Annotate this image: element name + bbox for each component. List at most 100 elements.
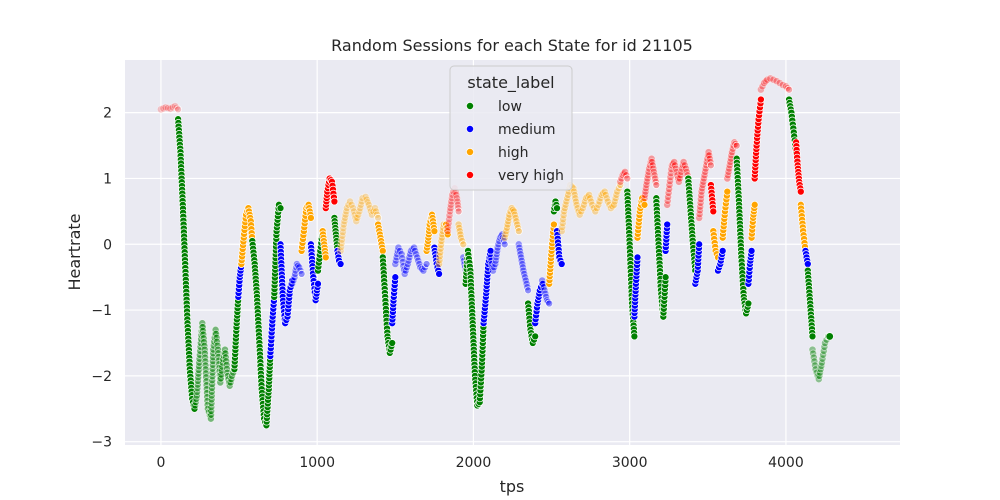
series-medium — [486, 230, 509, 275]
legend-marker — [466, 125, 474, 133]
data-point — [436, 244, 445, 253]
series-medium — [307, 240, 322, 305]
series-very-high — [616, 168, 632, 186]
series-high — [557, 181, 625, 235]
series-low — [623, 187, 639, 341]
series-very-high — [792, 138, 805, 196]
data-points — [157, 74, 834, 430]
y-tick-label: 2 — [103, 106, 112, 122]
data-point — [750, 200, 759, 209]
series-medium — [801, 247, 812, 268]
data-point — [665, 181, 674, 189]
series-low — [550, 197, 561, 216]
data-point — [557, 227, 566, 235]
series-very-high — [157, 102, 182, 114]
data-point — [809, 353, 818, 362]
tick-labels: 0 1000 2000 3000 4000 2 1 0 −1 −2 −3 — [91, 106, 803, 471]
data-point — [297, 270, 306, 278]
data-point — [391, 273, 400, 282]
data-point — [633, 253, 642, 262]
data-point — [430, 227, 439, 235]
data-point — [663, 220, 672, 229]
series-very-high — [663, 158, 693, 209]
legend-label: very high — [498, 168, 564, 184]
series-very-high — [695, 148, 715, 222]
series-low — [803, 266, 817, 341]
data-point — [500, 240, 509, 249]
data-point — [330, 197, 339, 206]
legend-marker — [466, 148, 474, 156]
data-point — [161, 103, 170, 112]
data-point — [808, 332, 817, 341]
data-point — [486, 247, 495, 255]
data-point — [757, 95, 765, 104]
series-high — [747, 200, 759, 242]
series-very-high — [640, 154, 661, 203]
x-tick-label: 3000 — [612, 455, 648, 471]
data-point — [435, 270, 443, 278]
series-low — [378, 253, 397, 357]
series-low — [652, 194, 670, 321]
data-point — [454, 207, 463, 216]
series-high — [718, 187, 732, 242]
series-low — [190, 319, 239, 423]
series-high — [500, 204, 523, 242]
data-point — [397, 250, 406, 258]
legend-marker — [466, 102, 474, 110]
y-tick-label: 0 — [103, 237, 112, 253]
data-point — [558, 219, 567, 228]
legend-marker — [466, 171, 474, 179]
data-point — [640, 200, 649, 209]
series-low — [248, 237, 275, 430]
data-point — [820, 343, 829, 351]
series-medium — [744, 247, 756, 288]
legend-title: state_label — [467, 73, 554, 93]
data-point — [307, 214, 315, 222]
y-tick-label: −3 — [91, 435, 112, 451]
data-point — [818, 358, 826, 367]
data-point — [435, 256, 444, 265]
data-point — [321, 253, 330, 262]
y-tick-label: 1 — [103, 171, 112, 187]
data-point — [718, 247, 727, 255]
data-point — [666, 177, 674, 185]
series-high — [422, 210, 439, 255]
data-point — [747, 247, 756, 255]
data-point-end — [825, 332, 834, 341]
data-point — [809, 349, 817, 358]
x-axis-title: tps — [500, 477, 525, 496]
series-very-high — [750, 95, 765, 183]
data-point — [661, 273, 670, 282]
data-point — [744, 299, 753, 308]
series-medium — [514, 240, 532, 295]
y-axis-title: Heartrate — [65, 213, 84, 290]
x-tick-label: 1000 — [299, 455, 335, 471]
data-point — [664, 193, 672, 201]
series-medium — [479, 247, 495, 328]
data-point — [630, 332, 639, 341]
data-point — [808, 345, 817, 354]
data-point — [819, 350, 827, 359]
series-medium — [714, 247, 727, 275]
series-low — [524, 299, 540, 347]
data-point — [803, 260, 812, 268]
data-point — [314, 279, 322, 288]
series-low — [461, 247, 488, 410]
x-tick-label: 4000 — [768, 455, 804, 471]
data-point — [818, 354, 827, 363]
data-point — [545, 299, 554, 308]
data-point — [623, 174, 632, 183]
data-point — [559, 211, 568, 220]
series-medium — [538, 276, 554, 308]
data-point — [695, 240, 704, 249]
x-tick-label: 2000 — [456, 455, 492, 471]
chart-title: Random Sessions for each State for id 21… — [331, 36, 693, 55]
legend: state_label low medium high very high — [449, 65, 573, 191]
series-very-high — [757, 74, 793, 94]
data-point — [531, 332, 540, 341]
data-point — [166, 104, 175, 113]
data-point — [709, 207, 718, 216]
data-point — [378, 247, 387, 255]
data-point — [157, 105, 165, 114]
series-medium — [630, 253, 642, 321]
